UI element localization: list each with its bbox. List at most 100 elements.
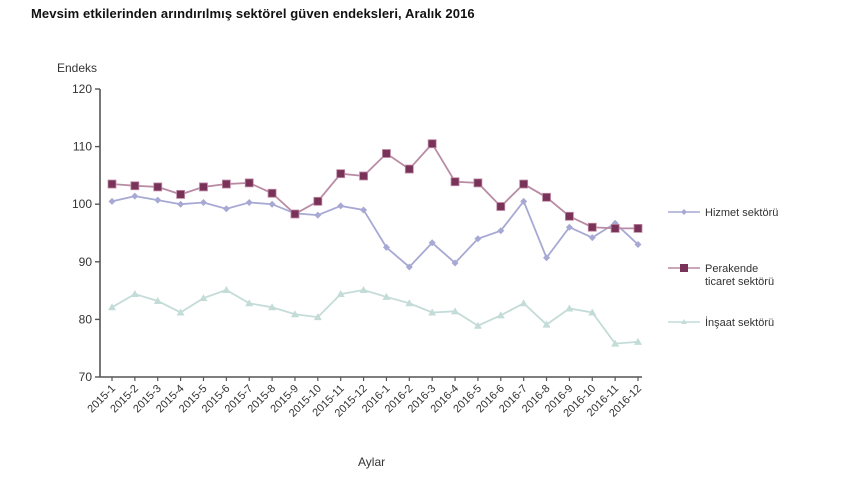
data-point [108,197,116,205]
data-point [244,178,254,188]
y-tick-label: 90 [79,255,93,269]
data-point [336,290,345,298]
data-point [359,171,368,181]
data-point [177,200,185,208]
y-axis: 70 80 90 100 110 120 [72,82,101,384]
data-point [199,294,208,302]
data-point [382,149,391,158]
y-tick-label: 100 [72,197,92,211]
data-point [543,254,551,262]
data-point [222,286,231,294]
data-point [451,307,460,315]
data-point [245,299,254,307]
data-point [314,211,322,219]
data-point [634,337,643,345]
series-insaat [108,286,643,347]
data-point [245,198,253,206]
data-point [474,235,482,243]
data-point [520,197,528,205]
data-point [290,310,299,318]
data-point [565,304,574,312]
series-perakende [107,139,643,233]
y-axis-title: Endeks [57,61,97,75]
data-point [154,196,162,204]
data-point [428,308,437,316]
y-tick-label: 70 [79,370,93,384]
data-point [268,303,277,311]
legend-label: Perakende [705,263,758,275]
data-point [130,181,140,191]
y-tick-label: 110 [73,140,92,154]
legend-item-insaat: İnşaat sektörü [668,316,774,329]
data-point [588,234,596,242]
data-point [359,286,368,294]
data-point [199,182,208,192]
data-point [496,311,505,319]
data-point [313,313,322,321]
data-point [313,196,323,206]
data-point [153,296,162,304]
data-point [565,223,573,231]
legend-label: İnşaat sektörü [705,316,774,329]
legend-item-hizmet: Hizmet sektörü [668,207,778,219]
chart-title: Mevsim etkilerinden arındırılmış sektöre… [31,6,475,21]
data-point [268,200,276,208]
data-point [382,243,390,251]
data-point [382,292,391,300]
legend-label: ticaret sektörü [705,276,774,288]
data-point [610,223,620,233]
x-axis: 2015-12015-22015-32015-42015-52015-62015… [85,376,644,420]
data-point [588,308,597,316]
data-point [519,179,529,189]
data-point [428,239,436,247]
data-point [108,303,116,311]
legend-label: Hizmet sektörü [705,207,778,219]
legend-diamond-marker-icon [681,209,687,215]
data-point [404,164,414,174]
data-point [542,192,551,202]
data-point [290,209,300,219]
data-point [496,202,506,211]
data-point [176,308,185,316]
data-point [221,179,231,189]
data-point [473,321,482,329]
data-point [199,198,207,206]
data-point [360,206,368,214]
data-point [405,263,413,271]
data-point [337,202,345,210]
legend-square-marker-icon [680,264,688,272]
data-point [565,211,574,221]
data-point [131,192,139,200]
data-point [611,339,620,347]
data-point [633,223,643,233]
data-point [222,205,230,213]
data-point [519,299,528,307]
data-point [130,290,139,298]
data-point [267,188,277,198]
series-hizmet [108,192,642,271]
data-point [107,179,117,189]
data-point [153,182,163,192]
data-point [451,259,459,267]
y-tick-label: 120 [72,82,92,96]
data-point [427,139,437,149]
y-tick-label: 80 [79,312,93,326]
data-point [473,178,483,188]
legend-triangle-marker-icon [681,319,687,324]
x-axis-title: Aylar [358,455,385,469]
data-point [450,177,460,187]
data-point [542,320,551,328]
series-group [107,139,643,347]
data-point [497,227,505,235]
data-point [176,190,186,199]
data-point [634,241,642,249]
series-line-hizmet [111,195,639,269]
data-point [336,169,346,179]
series-line-insaat [111,289,639,345]
data-point [587,222,597,232]
data-point [405,299,414,307]
series-line-perakende [111,142,639,230]
